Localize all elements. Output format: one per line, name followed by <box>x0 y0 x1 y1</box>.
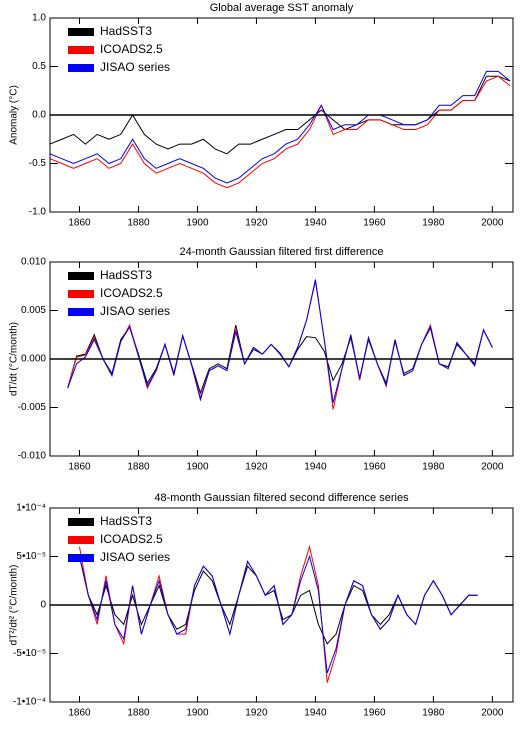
y-tick-label: -5•10⁻⁵ <box>13 648 46 659</box>
x-tick-label: 1900 <box>186 462 209 473</box>
y-axis-label: dT²/dt² (°C/month) <box>9 565 20 646</box>
y-tick-label: -1.0 <box>29 207 47 218</box>
legend-label: ICOADS2.5 <box>100 532 163 546</box>
series-line <box>50 75 511 189</box>
y-tick-label: 1.0 <box>32 13 46 24</box>
x-tick-label: 1960 <box>363 708 386 719</box>
legend-label: ICOADS2.5 <box>100 286 163 300</box>
y-tick-label: -1•10⁻⁴ <box>13 697 46 708</box>
y-tick-label: 0 <box>40 600 46 611</box>
x-tick-label: 1980 <box>422 218 445 229</box>
y-axis-label: dT/dt (°C/month) <box>9 322 20 396</box>
y-tick-label: 0.0 <box>32 110 46 121</box>
y-tick-label: 5•10⁻⁵ <box>16 551 46 562</box>
legend-label: ICOADS2.5 <box>100 42 163 56</box>
panel: Global average SST anomaly Anomaly (°C) 18… <box>9 2 514 229</box>
x-tick-label: 1860 <box>68 218 91 229</box>
legend-label: JISAO series <box>100 550 170 564</box>
x-tick-label: 1880 <box>127 462 150 473</box>
legend-label: HadSST3 <box>100 24 152 38</box>
x-tick-label: 1900 <box>186 708 209 719</box>
x-tick-label: 1980 <box>422 708 445 719</box>
y-axis-label: Anomaly (°C) <box>9 85 20 145</box>
y-tick-label: 1•10⁻⁴ <box>16 503 46 514</box>
y-tick-label: -0.005 <box>18 402 47 413</box>
x-tick-label: 1940 <box>304 462 327 473</box>
x-tick-label: 1960 <box>363 218 386 229</box>
x-tick-label: 1960 <box>363 462 386 473</box>
panel: 24-month Gaussian filtered first differe… <box>9 246 514 473</box>
legend-label: HadSST3 <box>100 268 152 282</box>
x-tick-label: 1900 <box>186 218 209 229</box>
x-tick-label: 1880 <box>127 218 150 229</box>
x-tick-label: 1940 <box>304 218 327 229</box>
series-line <box>67 279 493 403</box>
y-tick-label: 0.000 <box>21 354 46 365</box>
x-tick-label: 1920 <box>245 462 268 473</box>
x-tick-label: 1880 <box>127 708 150 719</box>
chart-title: Global average SST anomaly <box>210 2 354 14</box>
y-tick-label: -0.010 <box>18 451 47 462</box>
series-line <box>50 70 511 184</box>
legend-label: JISAO series <box>100 304 170 318</box>
y-tick-label: 0.5 <box>32 61 46 72</box>
y-tick-label: 0.005 <box>21 305 46 316</box>
x-tick-label: 2000 <box>481 708 504 719</box>
x-tick-label: 1860 <box>68 462 91 473</box>
chart-title: 24-month Gaussian filtered first differe… <box>179 246 383 258</box>
x-tick-label: 1920 <box>245 708 268 719</box>
series-line <box>67 281 493 410</box>
series-line <box>79 556 478 645</box>
y-tick-label: -0.5 <box>29 158 47 169</box>
panel: 48-month Gaussian filtered second differ… <box>9 492 514 719</box>
chart-title: 48-month Gaussian filtered second differ… <box>154 492 409 504</box>
x-tick-label: 2000 <box>481 218 504 229</box>
x-tick-label: 1860 <box>68 708 91 719</box>
y-tick-label: 0.010 <box>21 257 46 268</box>
x-tick-label: 1980 <box>422 462 445 473</box>
x-tick-label: 2000 <box>481 462 504 473</box>
legend-label: HadSST3 <box>100 514 152 528</box>
x-tick-label: 1920 <box>245 218 268 229</box>
series-line <box>79 554 478 674</box>
series-line <box>78 544 478 683</box>
legend-label: JISAO series <box>100 60 170 74</box>
x-tick-label: 1940 <box>304 708 327 719</box>
